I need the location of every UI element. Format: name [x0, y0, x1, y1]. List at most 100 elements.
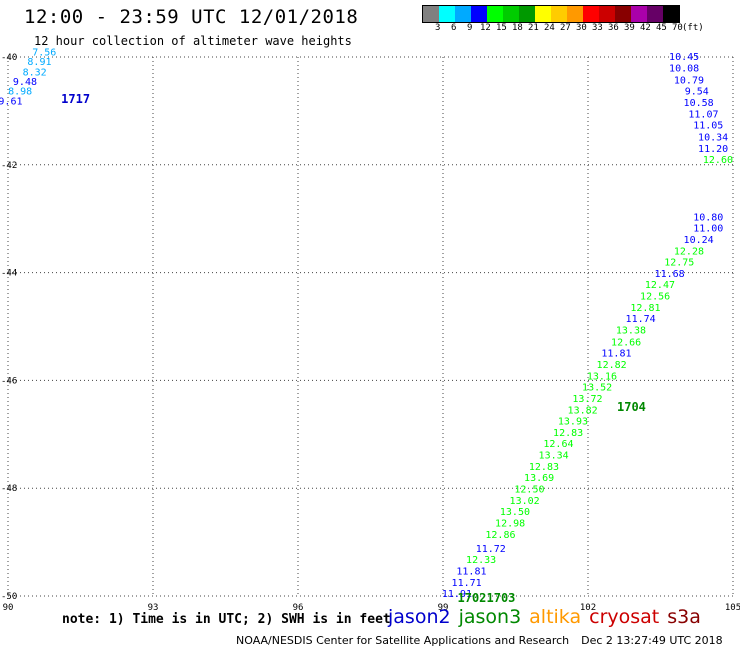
wave-height-value: 9.48 — [13, 77, 37, 88]
wave-height-value: 7.56 — [32, 47, 56, 58]
color-scale-label: 18 — [512, 23, 523, 33]
x-tick-label: 105 — [725, 603, 740, 613]
wave-height-value: 11.81 — [601, 349, 631, 360]
chart-title: 12:00 - 23:59 UTC 12/01/2018 — [24, 6, 359, 28]
y-tick-label: -46 — [1, 376, 17, 386]
wave-height-value: 10.80 — [693, 212, 723, 223]
wave-height-value: 8.32 — [23, 67, 47, 78]
axis-ticks: 90 93 96 99 102 105 -40 -42 -44 -46 -48 -50 — [1, 53, 740, 613]
y-tick-label: -40 — [1, 53, 17, 63]
track-time-label: 1702 — [458, 591, 487, 605]
color-scale-label: 70 — [672, 23, 683, 33]
wave-height-value: 11.68 — [655, 269, 685, 280]
satellite-legend: jason2 jason3 altika cryosat s3a — [388, 606, 709, 628]
color-swatch — [503, 6, 519, 22]
wave-height-value: 9.61 — [0, 96, 23, 107]
wave-height-value: 12.56 — [640, 292, 670, 303]
color-scale-label: 33 — [592, 23, 603, 33]
color-scale-bar — [422, 5, 680, 23]
data-points: 7.568.918.329.488.989.61 10.4510.0810.799… — [0, 47, 733, 600]
wave-height-value: 10.79 — [674, 75, 704, 86]
color-scale-label: 30 — [576, 23, 587, 33]
color-scale-label: 9 — [467, 23, 473, 33]
wave-height-value: 10.58 — [684, 98, 714, 109]
wave-height-value: 12.28 — [674, 246, 704, 257]
x-tick-label: 102 — [580, 603, 596, 613]
satellite-legend-item: s3a — [667, 606, 701, 628]
color-swatch — [535, 6, 551, 22]
wave-height-value: 11.20 — [698, 144, 728, 155]
wave-height-value: 10.34 — [698, 133, 728, 144]
wave-height-value: 12.82 — [597, 360, 627, 371]
wave-height-value: 11.07 — [688, 109, 718, 120]
color-swatch — [551, 6, 567, 22]
color-swatch — [663, 6, 679, 22]
wave-height-value: 12.60 — [703, 155, 733, 166]
units-note: note: 1) Time is in UTC; 2) SWH is in fe… — [62, 612, 391, 627]
track-time-label: 1703 — [487, 591, 516, 605]
wave-height-value: 8.91 — [27, 57, 51, 68]
wave-height-value: 11.00 — [693, 224, 723, 235]
wave-height-value: 13.38 — [616, 326, 646, 337]
wave-height-value: 10.24 — [684, 235, 714, 246]
color-swatch — [519, 6, 535, 22]
color-swatch — [615, 6, 631, 22]
color-scale-label: 45 — [656, 23, 667, 33]
wave-height-value: 13.82 — [568, 405, 598, 416]
credit-footer: NOAA/NESDIS Center for Satellite Applica… — [236, 634, 723, 647]
wave-height-value: 13.52 — [582, 383, 612, 394]
color-scale-label: 24 — [544, 23, 555, 33]
wave-height-value: 13.93 — [558, 417, 588, 428]
color-swatch — [439, 6, 455, 22]
satellite-legend-item: altika — [529, 606, 582, 628]
color-scale-label: 6 — [451, 23, 457, 33]
wave-height-value: 12.86 — [485, 530, 515, 541]
y-tick-label: -50 — [1, 592, 17, 602]
plot-grid — [7, 56, 734, 597]
color-swatch — [487, 6, 503, 22]
satellite-legend-item: jason2 — [388, 606, 451, 628]
color-scale-label: 42 — [640, 23, 651, 33]
color-swatch — [647, 6, 663, 22]
wave-height-value: 13.34 — [539, 451, 569, 462]
wave-height-value: 12.50 — [514, 485, 544, 496]
wave-height-value: 12.98 — [495, 518, 525, 529]
wave-height-value: 11.81 — [456, 566, 486, 577]
color-swatch — [583, 6, 599, 22]
wave-height-value: 12.66 — [611, 337, 641, 348]
wave-height-value: 13.50 — [500, 507, 530, 518]
x-tick-label: 90 — [3, 603, 14, 613]
wave-height-value: 12.81 — [630, 303, 660, 314]
wave-height-value: 11.74 — [626, 314, 656, 325]
wave-height-value: 10.45 — [669, 52, 699, 63]
color-swatch — [631, 6, 647, 22]
color-scale-label: 27 — [560, 23, 571, 33]
wave-height-value: 10.08 — [669, 64, 699, 75]
wave-height-value: 13.16 — [587, 371, 617, 382]
color-swatch — [423, 6, 439, 22]
x-tick-label: 93 — [148, 603, 159, 613]
wave-height-value: 12.47 — [645, 280, 675, 291]
satellite-legend-item: jason3 — [458, 606, 522, 628]
y-tick-label: -42 — [1, 161, 17, 171]
x-tick-label: 96 — [293, 603, 304, 613]
wave-height-value: 11.72 — [476, 544, 506, 555]
color-swatch — [567, 6, 583, 22]
wave-height-value: 9.54 — [685, 87, 709, 98]
wave-height-value: 12.64 — [543, 439, 573, 450]
wave-height-value: 11.05 — [693, 121, 723, 132]
track-time-label: 1717 — [61, 92, 90, 106]
color-swatch — [455, 6, 471, 22]
satellite-legend-item: cryosat — [589, 606, 660, 628]
color-swatch — [599, 6, 615, 22]
wave-height-value: 11.91 — [442, 589, 472, 600]
x-tick-label: 99 — [438, 603, 449, 613]
color-swatch — [471, 6, 487, 22]
wave-height-value: 13.02 — [510, 496, 540, 507]
color-scale-label: 21 — [528, 23, 539, 33]
y-tick-label: -44 — [1, 269, 17, 279]
color-scale-label: 15 — [496, 23, 507, 33]
track-time-label: 1704 — [617, 400, 646, 414]
